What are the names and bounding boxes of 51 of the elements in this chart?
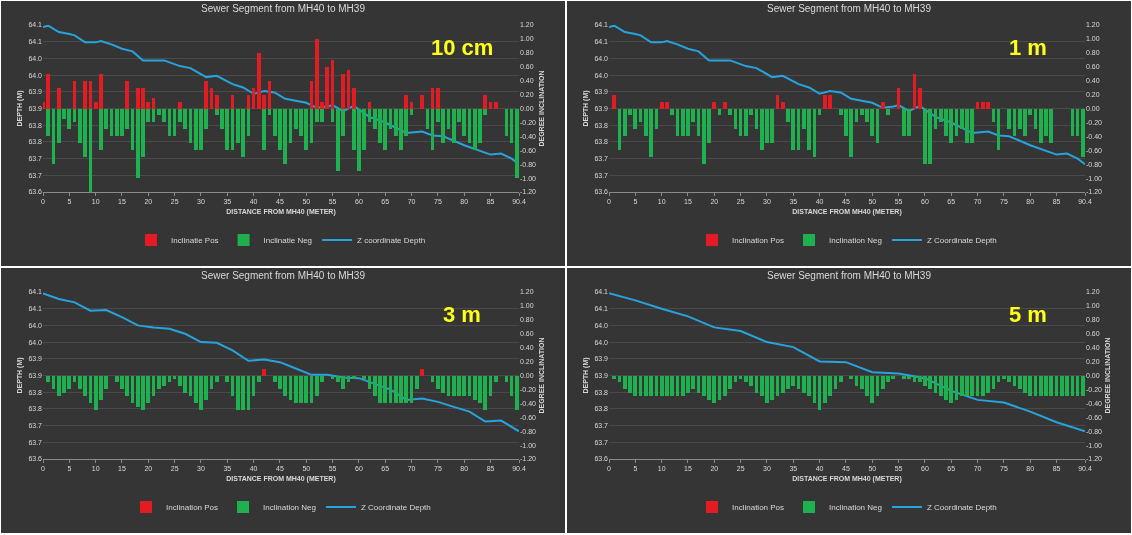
bar <box>780 101 785 109</box>
bar <box>262 108 266 151</box>
bar <box>125 80 130 109</box>
legend-label: Inclination Neg <box>829 236 882 246</box>
legend-label: Inclinatie Pos <box>171 236 219 246</box>
legend-label: Inclination Neg <box>263 503 316 513</box>
bar <box>1081 108 1085 158</box>
chart-title: Sewer Segment from MH40 to MH39 <box>767 2 932 14</box>
bar <box>728 108 732 116</box>
bar <box>436 87 440 109</box>
line-series <box>43 292 519 433</box>
bar <box>341 73 345 109</box>
bar <box>515 108 519 179</box>
bar <box>178 101 182 109</box>
legend-label: Inclination Pos <box>732 503 785 513</box>
legend-label: Z Coordinate Depth <box>360 503 431 513</box>
legend-label: Inclination Neg <box>829 503 882 513</box>
bar <box>204 80 209 109</box>
bar <box>612 94 617 109</box>
annotation: 1 m <box>1009 35 1047 60</box>
bar <box>351 87 356 109</box>
bar <box>917 87 922 109</box>
line-series <box>609 25 1085 166</box>
bar <box>493 101 498 109</box>
legend-label: Inclinatie Neg <box>263 236 313 246</box>
bar <box>880 101 885 109</box>
legend-label: Z Coordinate Depth <box>926 503 997 513</box>
chart-title: Sewer Segment from MH40 to MH39 <box>201 2 366 14</box>
legend-label: Z Coordinate Depth <box>926 236 997 246</box>
annotation: 3 m <box>443 302 481 327</box>
bar <box>404 94 409 109</box>
line-series <box>609 292 1085 433</box>
bar <box>670 108 675 116</box>
bar <box>46 73 51 109</box>
bar <box>46 108 51 137</box>
chart-title: Sewer Segment from MH40 to MH39 <box>201 269 366 281</box>
bar <box>56 87 61 109</box>
bar <box>723 101 727 109</box>
annotation: 5 m <box>1009 302 1047 327</box>
bar <box>483 94 488 109</box>
legend-label: Inclination Pos <box>732 236 785 246</box>
bar <box>712 101 717 109</box>
bar <box>83 80 87 109</box>
bar <box>420 94 424 109</box>
legend-label: Z coordinate Depth <box>357 236 426 246</box>
chart-title: Sewer Segment from MH40 to MH39 <box>767 269 932 281</box>
annotation: 10 cm <box>431 35 494 60</box>
legend-label: Inclination Pos <box>166 503 219 513</box>
bar <box>886 108 890 116</box>
bar <box>1007 108 1012 130</box>
bar <box>214 94 219 109</box>
